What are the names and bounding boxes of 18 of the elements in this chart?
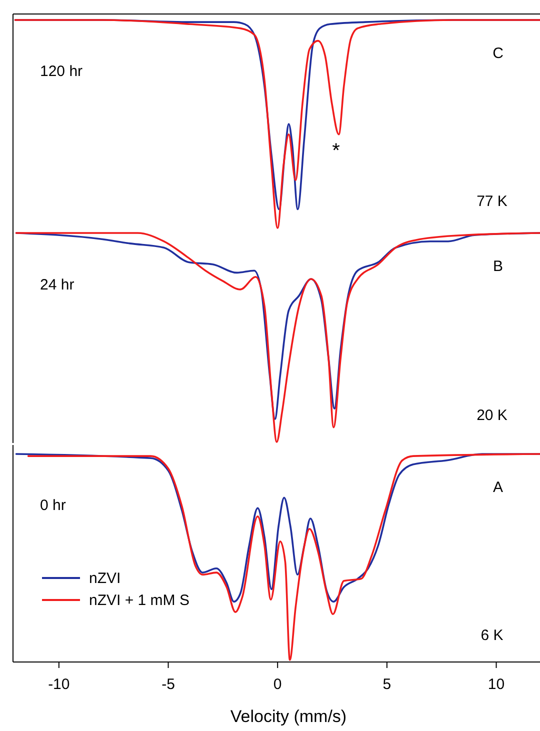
x-tick-label: 10 xyxy=(488,676,505,693)
legend-label: nZVI + 1 mM S xyxy=(89,592,190,609)
x-tick-label: -10 xyxy=(48,676,70,693)
annotation: 20 K xyxy=(476,407,508,424)
annotation: 77 K xyxy=(476,193,508,210)
legend-label: nZVI xyxy=(89,570,121,587)
x-tick-label: 0 xyxy=(273,676,282,693)
x-tick-label: -5 xyxy=(162,676,175,693)
annotation: C xyxy=(492,45,504,62)
annotation: B xyxy=(492,258,504,275)
annotation: * xyxy=(332,140,340,162)
x-tick-label: 5 xyxy=(382,676,392,693)
annotation: 120 hr xyxy=(40,63,83,80)
annotation: 24 hr xyxy=(40,276,74,294)
x-axis-title: Velocity (mm/s) xyxy=(230,707,347,726)
annotation: 0 hr xyxy=(40,497,66,514)
annotation: 6 K xyxy=(480,627,504,644)
annotation: A xyxy=(492,479,504,496)
